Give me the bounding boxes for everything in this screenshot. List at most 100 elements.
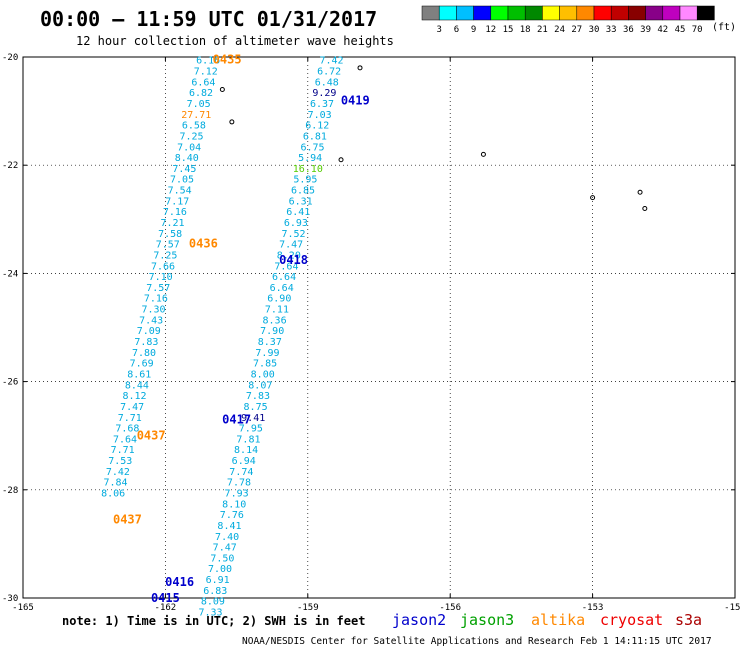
colorbar-swatch (679, 5, 698, 21)
swh-value-label: 8.10 (222, 499, 246, 510)
colorbar-label: 30 (589, 25, 600, 35)
swh-value-label: 27.71 (181, 110, 211, 121)
colorbar-label: 3 (436, 25, 441, 35)
swh-value-label: 8.75 (244, 402, 268, 413)
swh-value-label: 7.84 (104, 478, 128, 489)
swh-value-label: 8.37 (258, 337, 282, 348)
plot-frame (22, 56, 736, 599)
footer-note: note: 1) Time is in UTC; 2) SWH is in fe… (62, 614, 365, 628)
legend-jason3: jason3 (460, 611, 514, 629)
swh-value-label: 6.16 (196, 56, 220, 67)
colorbar-swatch (490, 5, 509, 21)
colorbar-swatch (696, 5, 715, 21)
colorbar-label: 9 (471, 25, 476, 35)
time-label: 0416 (165, 575, 194, 589)
swh-value-label: 7.05 (170, 175, 194, 186)
swh-value-label: 8.61 (127, 369, 151, 380)
swh-value-label: 6.91 (206, 575, 230, 586)
swh-value-label: 8.20 (277, 250, 301, 261)
swh-value-label: 7.11 (265, 305, 289, 316)
swh-value-label: 7.12 (194, 67, 218, 78)
island-marker (480, 151, 486, 157)
colorbar-swatch (542, 5, 560, 21)
y-tick-label: -20 (2, 53, 18, 63)
colorbar-label: 70 (692, 25, 703, 35)
chart-title: 00:00 – 11:59 UTC 01/31/2017 (40, 7, 377, 31)
colorbar-label: 27 (571, 25, 582, 35)
swh-value-label: 7.33 (198, 608, 222, 619)
swh-value-label: 8.00 (251, 369, 275, 380)
time-label: 0415 (151, 591, 180, 605)
colorbar-swatch (662, 5, 681, 21)
colorbar-label: 12 (485, 25, 496, 35)
swh-value-label: 7.00 (208, 564, 232, 575)
swh-value-label: 7.95 (239, 424, 263, 435)
colorbar-swatch (628, 5, 646, 21)
swh-value-label: 7.64 (113, 434, 137, 445)
track-altika: 6.167.126.646.827.0527.716.587.257.048.4… (101, 53, 241, 527)
swh-value-label: 6.82 (189, 88, 213, 99)
swh-value-label: 7.81 (236, 434, 260, 445)
colorbar-swatch (593, 5, 612, 21)
swh-value-label: 7.03 (308, 110, 332, 121)
swh-value-label: 8.44 (125, 380, 149, 391)
swh-value-label: 7.30 (141, 305, 165, 316)
x-tick-label: -162 (155, 603, 177, 613)
swh-value-label: 7.42 (319, 56, 343, 67)
colorbar-label: 24 (554, 25, 565, 35)
legend-jason2: jason2 (392, 611, 446, 629)
swh-value-label: 6.64 (272, 272, 296, 283)
legend-s3a: s3a (675, 611, 702, 629)
colorbar-swatch (559, 5, 578, 21)
swh-value-label: 7.64 (274, 261, 298, 272)
y-tick-label: -28 (2, 486, 18, 496)
island-marker (219, 86, 225, 92)
swh-value-label: 7.16 (163, 207, 187, 218)
x-tick-label: -153 (582, 603, 604, 613)
swh-value-label: 7.53 (108, 456, 132, 467)
colorbar-label: 45 (675, 25, 686, 35)
track-jason2: 7.426.726.489.296.377.036.126.816.755.94… (151, 56, 370, 619)
swh-value-label: 7.83 (246, 391, 270, 402)
swh-value-label: 7.45 (172, 164, 196, 175)
swh-value-label: 6.64 (270, 283, 294, 294)
time-label: 0437 (113, 513, 142, 527)
swh-value-label: 7.10 (149, 272, 173, 283)
colorbar-label: 15 (503, 25, 514, 35)
plot-area: -165 -162 -159 -156 -153 -150 -20 -22 -24 -26 -28 -… (2, 53, 740, 619)
y-tick-label: -26 (2, 378, 18, 388)
swh-value-label: 6.48 (315, 77, 339, 88)
time-label: 0417 (222, 412, 251, 426)
swh-value-label: 7.47 (279, 240, 303, 251)
footer-credit: NOAA/NESDIS Center for Satellite Applica… (242, 636, 574, 647)
swh-value-label: 7.57 (146, 283, 170, 294)
swh-value-label: 7.25 (179, 131, 203, 142)
colorbar-swatch (507, 5, 526, 21)
swh-value-label: 7.71 (118, 413, 142, 424)
time-label: 0419 (341, 93, 370, 107)
swh-value-label: 8.40 (175, 153, 199, 164)
colorbar-label: 21 (537, 25, 548, 35)
satellite-legend: jason2 jason3 altika cryosat s3a (392, 611, 702, 629)
colorbar-label: 39 (640, 25, 651, 35)
chart-subtitle: 12 hour collection of altimeter wave hei… (76, 34, 394, 48)
swh-value-label: 16.10 (293, 164, 323, 175)
x-tick-label: -165 (12, 603, 34, 613)
swh-value-label: 7.83 (134, 337, 158, 348)
swh-value-label: 7.99 (255, 348, 279, 359)
swh-value-label: 6.64 (191, 77, 215, 88)
colorbar-swatch (576, 5, 595, 21)
colorbar-swatch (456, 5, 474, 21)
colorbar: 3 6 9 12 15 18 21 24 27 30 33 36 39 42 45 70 (421, 5, 715, 35)
island-marker (357, 65, 363, 71)
legend-altika: altika (531, 611, 585, 629)
swh-value-label: 7.40 (215, 532, 239, 543)
swh-value-label: 7.16 (144, 294, 168, 305)
colorbar-label: 36 (623, 25, 634, 35)
island-marker (338, 157, 344, 163)
swh-value-label: 7.09 (137, 326, 161, 337)
swh-value-label: 7.76 (220, 510, 244, 521)
swh-value-label: 6.41 (286, 207, 310, 218)
swh-value-label: 6.90 (267, 294, 291, 305)
swh-value-label: 8.09 (201, 597, 225, 608)
